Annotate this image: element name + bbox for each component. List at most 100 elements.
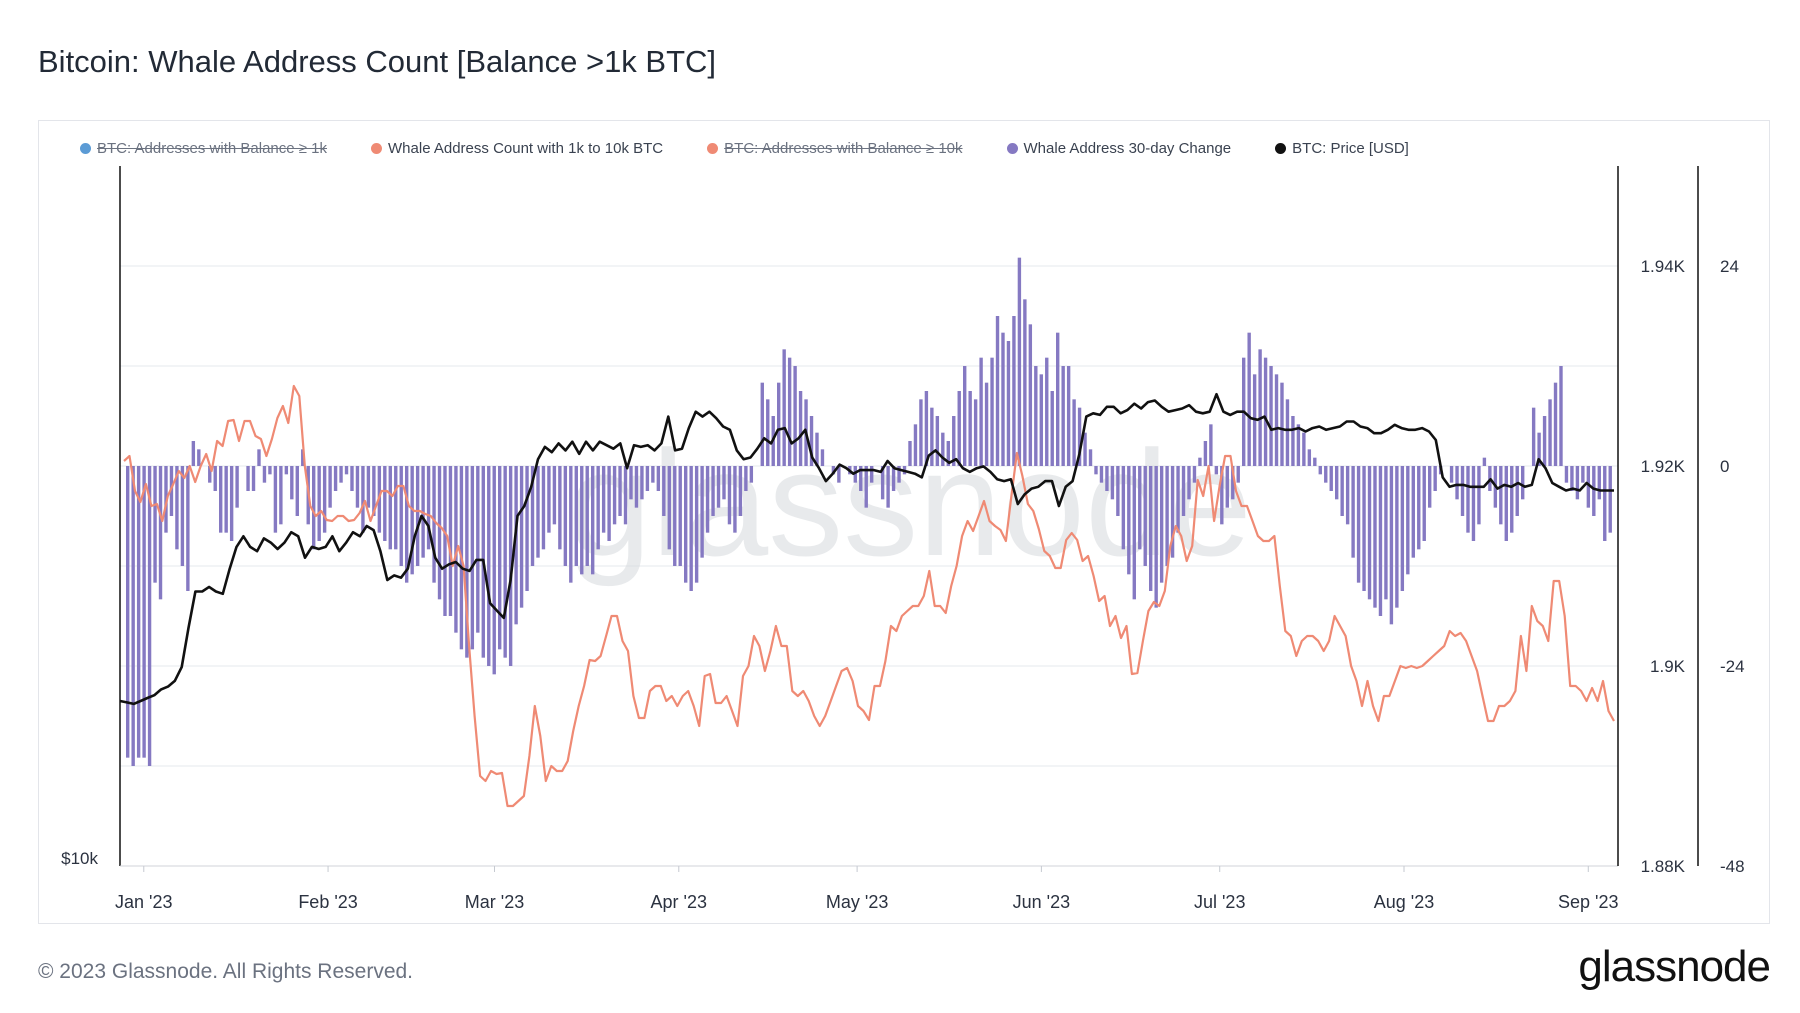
change-bar [837, 466, 841, 483]
change-bar [1515, 466, 1519, 516]
btc-price-line [119, 392, 1614, 706]
change-bar [1422, 466, 1426, 541]
change-bar [454, 466, 458, 633]
legend-item-addresses-10k[interactable]: BTC: Addresses with Balance ≥ 10k [707, 140, 963, 157]
count-axis-tick-label: 1.88K [1641, 857, 1686, 876]
change-bar [361, 466, 365, 533]
change-bar [1542, 416, 1547, 466]
change-bar [684, 466, 688, 583]
x-tick-label: Jul '23 [1194, 892, 1245, 912]
change-bar [1285, 399, 1290, 466]
legend-item-30day-change[interactable]: Whale Address 30-day Change [1006, 140, 1231, 157]
change-bar [760, 382, 764, 466]
change-bar [1209, 424, 1213, 466]
change-bar [1181, 466, 1186, 516]
change-bar [1072, 399, 1076, 466]
change-bar [1121, 466, 1126, 550]
change-bar [1335, 466, 1339, 500]
change-bar [1428, 466, 1432, 508]
change-bar [405, 466, 409, 583]
change-bar [1329, 466, 1333, 491]
change-bar [180, 466, 185, 566]
change-bar [1553, 382, 1558, 466]
change-bar [793, 366, 797, 466]
change-bar [268, 466, 272, 475]
change-bar [1345, 466, 1350, 525]
change-bar [1324, 466, 1328, 483]
change-bar [1351, 466, 1355, 558]
change-bar [1203, 441, 1208, 466]
change-bar [749, 466, 754, 483]
change-bar [1537, 432, 1541, 466]
change-bar [301, 449, 305, 466]
change-bar [1318, 466, 1322, 475]
change-bar [744, 466, 748, 491]
change-bar [1269, 366, 1273, 466]
change-bar [1340, 466, 1344, 516]
change-bar [1460, 466, 1465, 516]
change-bar [147, 466, 152, 766]
change-bar [279, 466, 283, 525]
legend-dot [80, 143, 91, 154]
change-bar [476, 466, 480, 633]
change-bar [1362, 466, 1366, 591]
change-bar [601, 466, 606, 533]
change-bar [1263, 357, 1268, 466]
chart-legend: BTC: Addresses with Balance ≥ 1k Whale A… [80, 140, 1453, 157]
x-tick-label: Aug '23 [1374, 892, 1435, 912]
change-bar [142, 466, 146, 758]
legend-item-whale-count-1k-10k[interactable]: Whale Address Count with 1k to 10k BTC [371, 140, 663, 157]
change-bar [224, 466, 228, 533]
x-tick-label: Jan '23 [115, 892, 172, 912]
change-bar [437, 466, 442, 600]
change-bar [355, 466, 360, 508]
change-bar [1001, 332, 1005, 466]
change-bar [1039, 374, 1043, 466]
change-bar [1378, 466, 1383, 616]
change-bar [820, 449, 825, 466]
chart-title: Bitcoin: Whale Address Count [Balance >1… [38, 44, 717, 79]
legend-item-addresses-1k[interactable]: BTC: Addresses with Balance ≥ 1k [80, 140, 327, 157]
x-tick-label: Sep '23 [1558, 892, 1619, 912]
change-bar [1296, 424, 1301, 466]
change-bar [1373, 466, 1377, 608]
change-bar [1198, 457, 1202, 466]
change-bar [339, 466, 343, 483]
change-bar [1050, 391, 1054, 466]
change-bar [1110, 466, 1115, 500]
change-bar [1384, 466, 1388, 600]
change-bar [984, 382, 989, 466]
change-bar [1006, 341, 1011, 466]
change-bar [612, 466, 617, 525]
change-bar [333, 466, 338, 491]
whale-count-line [123, 384, 1615, 808]
change-bar [1116, 466, 1120, 516]
change-bar [809, 416, 814, 466]
change-bar [1143, 466, 1147, 566]
change-bar [399, 466, 403, 566]
change-bar [1159, 466, 1164, 583]
change-bar [552, 466, 557, 525]
change-bar [880, 466, 885, 500]
change-bar [563, 466, 568, 566]
change-bar [530, 466, 535, 566]
change-bar [186, 466, 190, 591]
change-bar [1176, 466, 1180, 533]
change-bar [864, 466, 868, 508]
change-bar [1017, 257, 1022, 466]
change-bar [913, 424, 918, 466]
change-bar [673, 466, 677, 566]
change-bar [700, 466, 704, 558]
x-tick-label: Mar '23 [465, 892, 524, 912]
change-bar [1367, 466, 1372, 600]
change-bar [1356, 466, 1361, 583]
legend-dot [371, 143, 383, 154]
change-bar [426, 466, 431, 550]
change-bar [208, 466, 212, 483]
change-bar [645, 466, 650, 491]
change-bar [1570, 466, 1574, 491]
legend-item-btc-price[interactable]: BTC: Price [USD] [1275, 140, 1409, 157]
change-bar [273, 466, 278, 533]
change-bar [629, 466, 633, 500]
change-bar [1581, 466, 1585, 483]
